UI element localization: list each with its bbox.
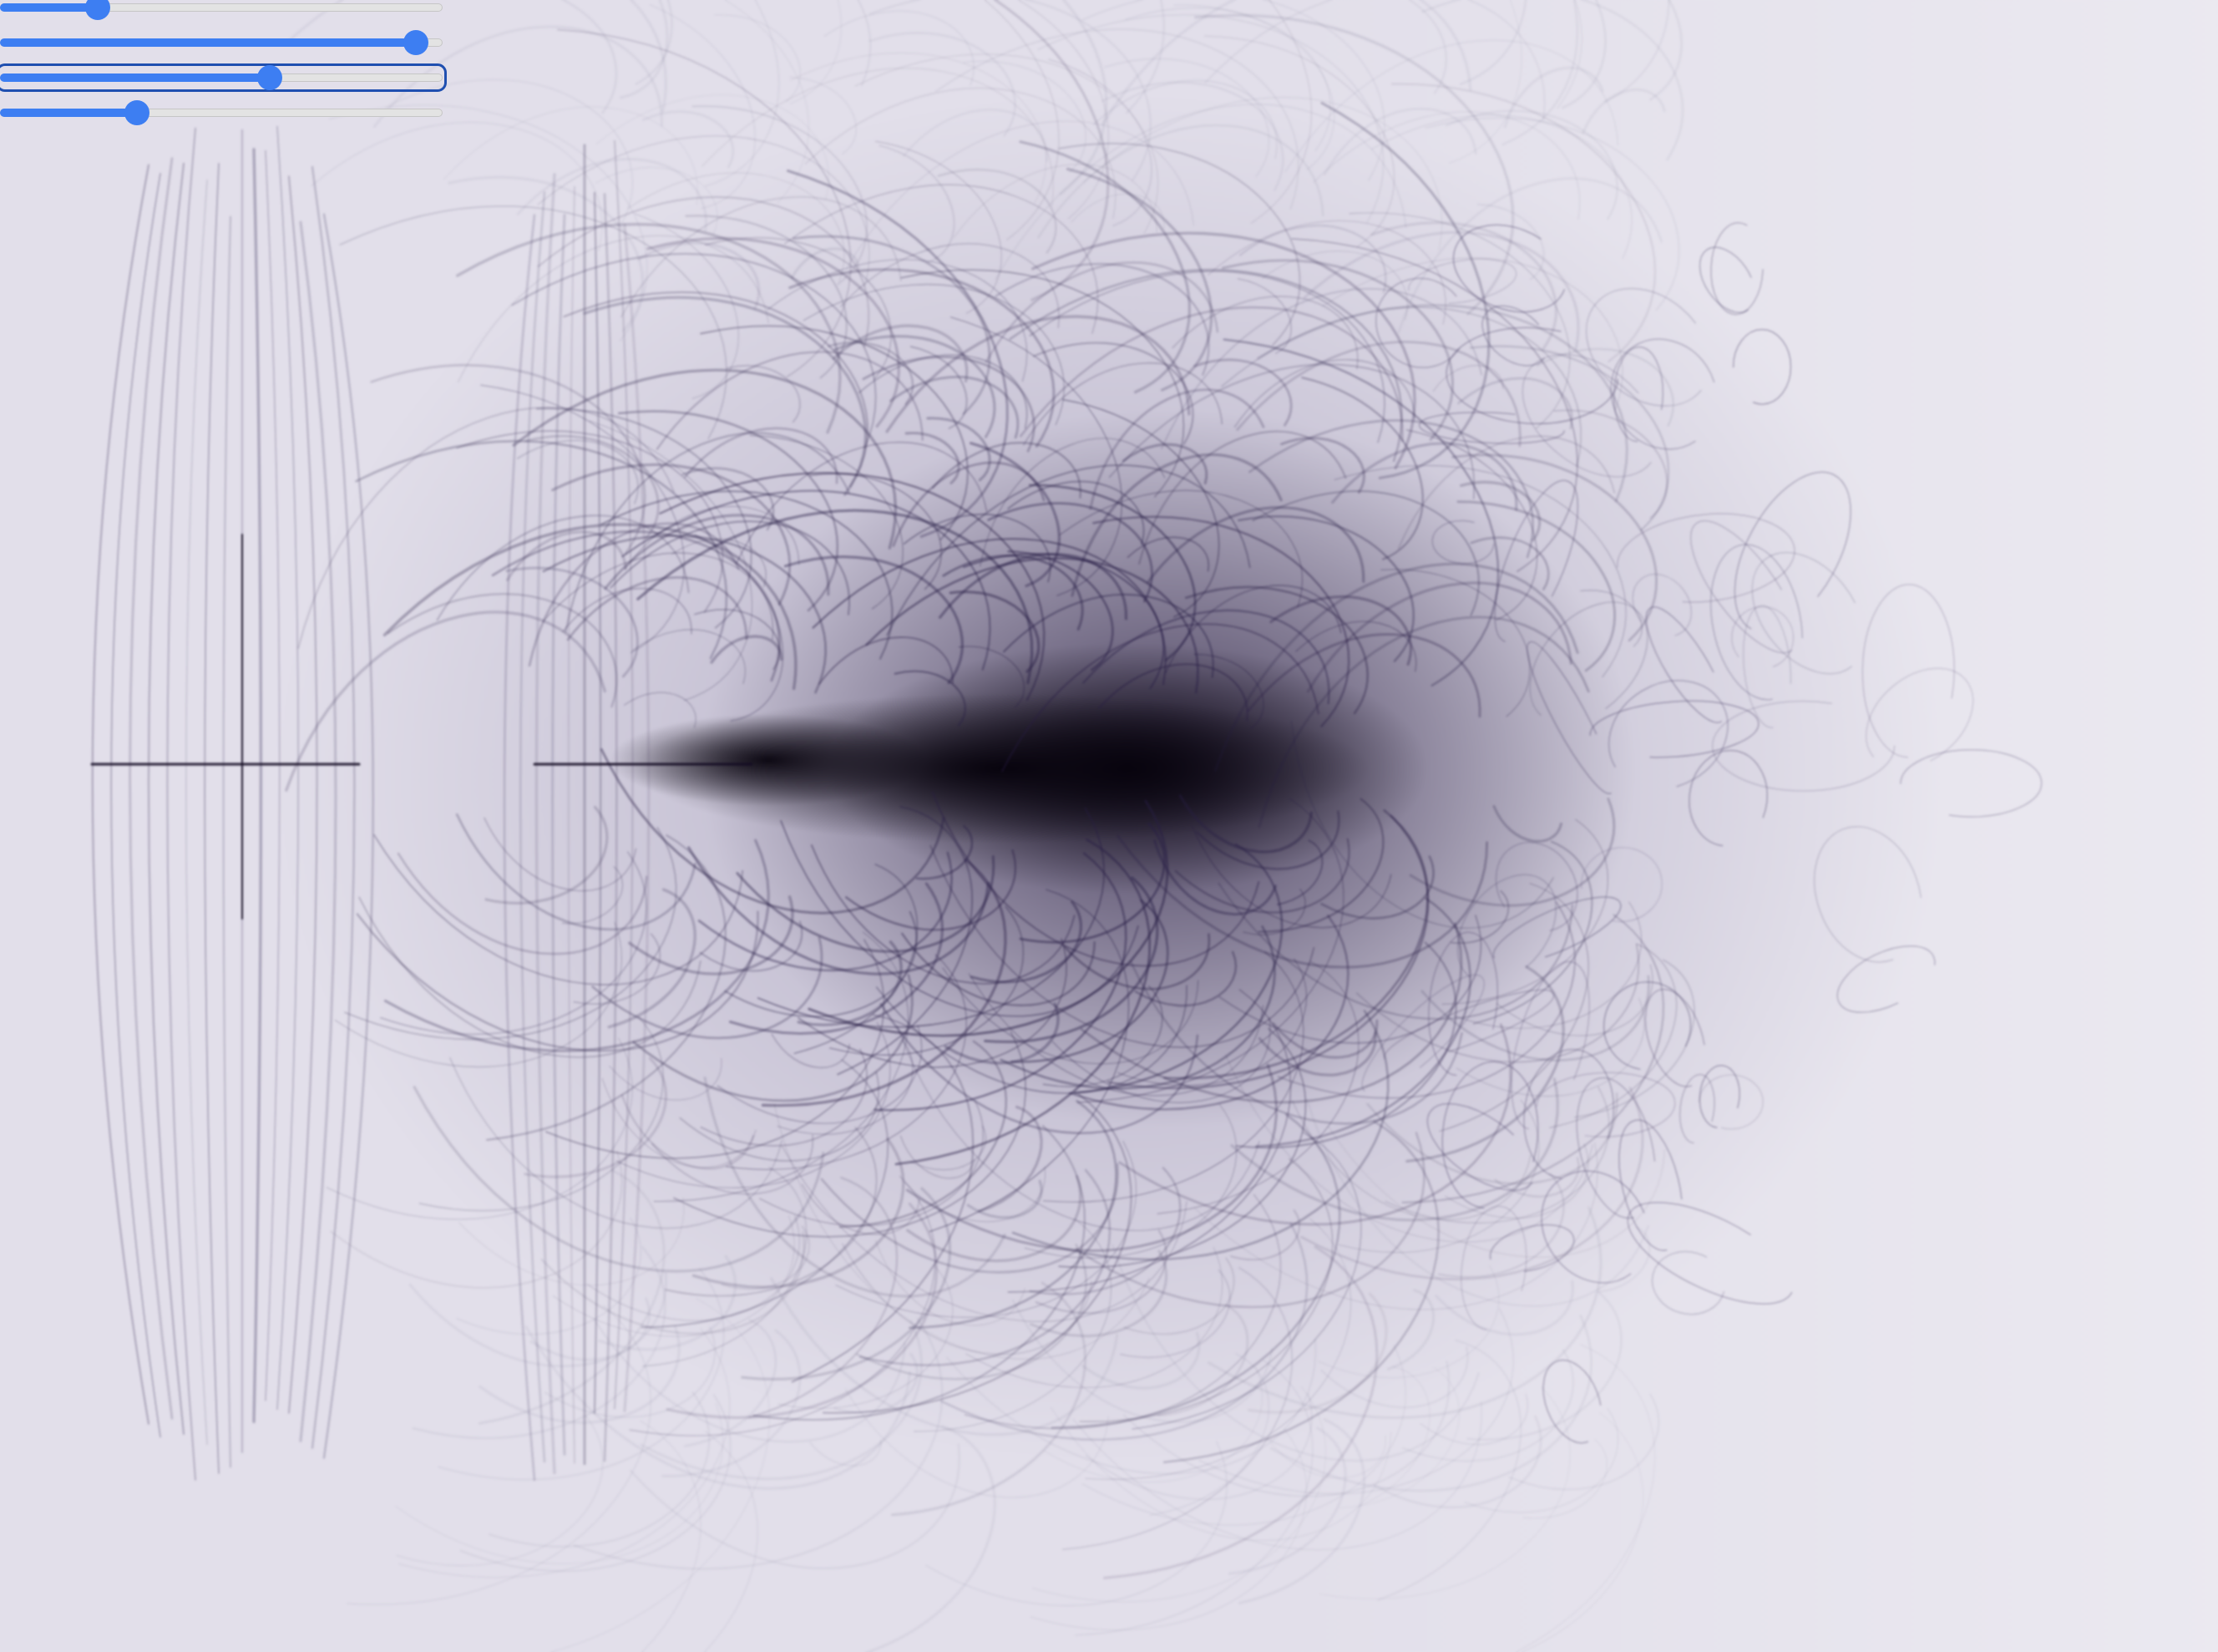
parameter-controls bbox=[0, 0, 448, 125]
slider-fill bbox=[0, 109, 138, 117]
parameter-slider-4[interactable] bbox=[0, 100, 443, 125]
slider-thumb[interactable] bbox=[403, 30, 429, 55]
slider-thumb[interactable] bbox=[257, 65, 283, 90]
parameter-slider-3[interactable] bbox=[0, 63, 447, 92]
slider-fill bbox=[0, 3, 98, 12]
parameter-slider-2[interactable] bbox=[0, 30, 443, 55]
slider-thumb[interactable] bbox=[124, 100, 150, 125]
slider-fill bbox=[0, 38, 417, 47]
slider-thumb[interactable] bbox=[84, 0, 110, 20]
parameter-slider-1[interactable] bbox=[0, 0, 443, 20]
slider-fill bbox=[0, 73, 271, 82]
